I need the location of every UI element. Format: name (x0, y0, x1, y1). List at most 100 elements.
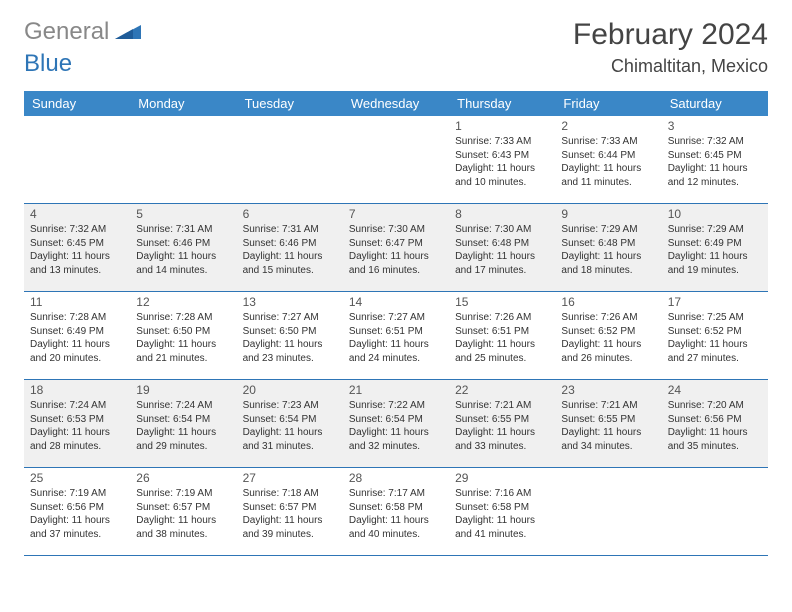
sunrise-line: Sunrise: 7:27 AM (349, 311, 443, 325)
sunset-line: Sunset: 6:54 PM (136, 413, 230, 427)
daylight-line: Daylight: 11 hours and 37 minutes. (30, 514, 124, 541)
day-number: 24 (668, 383, 762, 397)
day-number: 15 (455, 295, 549, 309)
day-number: 3 (668, 119, 762, 133)
sunrise-line: Sunrise: 7:27 AM (243, 311, 337, 325)
day-cell: 19Sunrise: 7:24 AMSunset: 6:54 PMDayligh… (130, 380, 236, 468)
sunrise-line: Sunrise: 7:23 AM (243, 399, 337, 413)
calendar-row: 1Sunrise: 7:33 AMSunset: 6:43 PMDaylight… (24, 116, 768, 204)
sunset-line: Sunset: 6:43 PM (455, 149, 549, 163)
sunrise-line: Sunrise: 7:19 AM (30, 487, 124, 501)
logo-blue-wrapper: Blue (24, 50, 72, 78)
weekday-header: Thursday (449, 91, 555, 116)
calendar-row: 4Sunrise: 7:32 AMSunset: 6:45 PMDaylight… (24, 204, 768, 292)
sunset-line: Sunset: 6:49 PM (668, 237, 762, 251)
day-cell: 18Sunrise: 7:24 AMSunset: 6:53 PMDayligh… (24, 380, 130, 468)
day-cell: 1Sunrise: 7:33 AMSunset: 6:43 PMDaylight… (449, 116, 555, 204)
sunset-line: Sunset: 6:57 PM (243, 501, 337, 515)
day-number: 22 (455, 383, 549, 397)
sunset-line: Sunset: 6:55 PM (455, 413, 549, 427)
day-cell: 27Sunrise: 7:18 AMSunset: 6:57 PMDayligh… (237, 468, 343, 556)
sunset-line: Sunset: 6:56 PM (30, 501, 124, 515)
day-cell: 4Sunrise: 7:32 AMSunset: 6:45 PMDaylight… (24, 204, 130, 292)
day-number: 8 (455, 207, 549, 221)
day-cell: 11Sunrise: 7:28 AMSunset: 6:49 PMDayligh… (24, 292, 130, 380)
empty-cell (24, 116, 130, 204)
day-number: 7 (349, 207, 443, 221)
day-cell: 21Sunrise: 7:22 AMSunset: 6:54 PMDayligh… (343, 380, 449, 468)
empty-cell (343, 116, 449, 204)
daylight-line: Daylight: 11 hours and 13 minutes. (30, 250, 124, 277)
sunset-line: Sunset: 6:47 PM (349, 237, 443, 251)
calendar-row: 25Sunrise: 7:19 AMSunset: 6:56 PMDayligh… (24, 468, 768, 556)
daylight-line: Daylight: 11 hours and 24 minutes. (349, 338, 443, 365)
location-subtitle: Chimaltitan, Mexico (573, 56, 768, 77)
daylight-line: Daylight: 11 hours and 29 minutes. (136, 426, 230, 453)
weekday-header: Saturday (662, 91, 768, 116)
weekday-header: Sunday (24, 91, 130, 116)
daylight-line: Daylight: 11 hours and 28 minutes. (30, 426, 124, 453)
day-number: 9 (561, 207, 655, 221)
day-cell: 2Sunrise: 7:33 AMSunset: 6:44 PMDaylight… (555, 116, 661, 204)
sunset-line: Sunset: 6:50 PM (136, 325, 230, 339)
daylight-line: Daylight: 11 hours and 10 minutes. (455, 162, 549, 189)
sunset-line: Sunset: 6:50 PM (243, 325, 337, 339)
sunset-line: Sunset: 6:57 PM (136, 501, 230, 515)
sunset-line: Sunset: 6:58 PM (349, 501, 443, 515)
sunset-line: Sunset: 6:56 PM (668, 413, 762, 427)
sunrise-line: Sunrise: 7:22 AM (349, 399, 443, 413)
daylight-line: Daylight: 11 hours and 26 minutes. (561, 338, 655, 365)
day-cell: 23Sunrise: 7:21 AMSunset: 6:55 PMDayligh… (555, 380, 661, 468)
day-cell: 17Sunrise: 7:25 AMSunset: 6:52 PMDayligh… (662, 292, 768, 380)
day-number: 11 (30, 295, 124, 309)
day-cell: 20Sunrise: 7:23 AMSunset: 6:54 PMDayligh… (237, 380, 343, 468)
day-number: 20 (243, 383, 337, 397)
sunrise-line: Sunrise: 7:29 AM (561, 223, 655, 237)
sunrise-line: Sunrise: 7:19 AM (136, 487, 230, 501)
sunset-line: Sunset: 6:51 PM (455, 325, 549, 339)
day-cell: 16Sunrise: 7:26 AMSunset: 6:52 PMDayligh… (555, 292, 661, 380)
day-number: 23 (561, 383, 655, 397)
day-cell: 6Sunrise: 7:31 AMSunset: 6:46 PMDaylight… (237, 204, 343, 292)
sunrise-line: Sunrise: 7:30 AM (455, 223, 549, 237)
calendar-body: 1Sunrise: 7:33 AMSunset: 6:43 PMDaylight… (24, 116, 768, 556)
title-block: February 2024 Chimaltitan, Mexico (573, 18, 768, 77)
sunset-line: Sunset: 6:52 PM (561, 325, 655, 339)
sunset-line: Sunset: 6:53 PM (30, 413, 124, 427)
sunrise-line: Sunrise: 7:16 AM (455, 487, 549, 501)
daylight-line: Daylight: 11 hours and 21 minutes. (136, 338, 230, 365)
day-cell: 26 Sunrise: 7:19 AMSunset: 6:57 PMDayligh… (130, 468, 236, 556)
day-cell: 14Sunrise: 7:27 AMSunset: 6:51 PMDayligh… (343, 292, 449, 380)
daylight-line: Daylight: 11 hours and 15 minutes. (243, 250, 337, 277)
empty-cell (237, 116, 343, 204)
day-number: 26 (136, 471, 230, 485)
sunrise-line: Sunrise: 7:26 AM (455, 311, 549, 325)
daylight-line: Daylight: 11 hours and 19 minutes. (668, 250, 762, 277)
sunrise-line: Sunrise: 7:24 AM (30, 399, 124, 413)
sunset-line: Sunset: 6:49 PM (30, 325, 124, 339)
day-number: 2 (561, 119, 655, 133)
weekday-header: Monday (130, 91, 236, 116)
day-number: 5 (136, 207, 230, 221)
day-number: 10 (668, 207, 762, 221)
daylight-line: Daylight: 11 hours and 35 minutes. (668, 426, 762, 453)
sunset-line: Sunset: 6:52 PM (668, 325, 762, 339)
sunset-line: Sunset: 6:45 PM (668, 149, 762, 163)
sunset-line: Sunset: 6:55 PM (561, 413, 655, 427)
day-number: 12 (136, 295, 230, 309)
day-number: 21 (349, 383, 443, 397)
daylight-line: Daylight: 11 hours and 38 minutes. (136, 514, 230, 541)
day-cell: 22Sunrise: 7:21 AMSunset: 6:55 PMDayligh… (449, 380, 555, 468)
day-cell: 25Sunrise: 7:19 AMSunset: 6:56 PMDayligh… (24, 468, 130, 556)
day-cell: 3Sunrise: 7:32 AMSunset: 6:45 PMDaylight… (662, 116, 768, 204)
day-number: 13 (243, 295, 337, 309)
weekday-header: Wednesday (343, 91, 449, 116)
sunset-line: Sunset: 6:46 PM (243, 237, 337, 251)
daylight-line: Daylight: 11 hours and 16 minutes. (349, 250, 443, 277)
sunrise-line: Sunrise: 7:26 AM (561, 311, 655, 325)
sunrise-line: Sunrise: 7:31 AM (243, 223, 337, 237)
daylight-line: Daylight: 11 hours and 34 minutes. (561, 426, 655, 453)
daylight-line: Daylight: 11 hours and 32 minutes. (349, 426, 443, 453)
month-year-title: February 2024 (573, 18, 768, 52)
day-number: 29 (455, 471, 549, 485)
